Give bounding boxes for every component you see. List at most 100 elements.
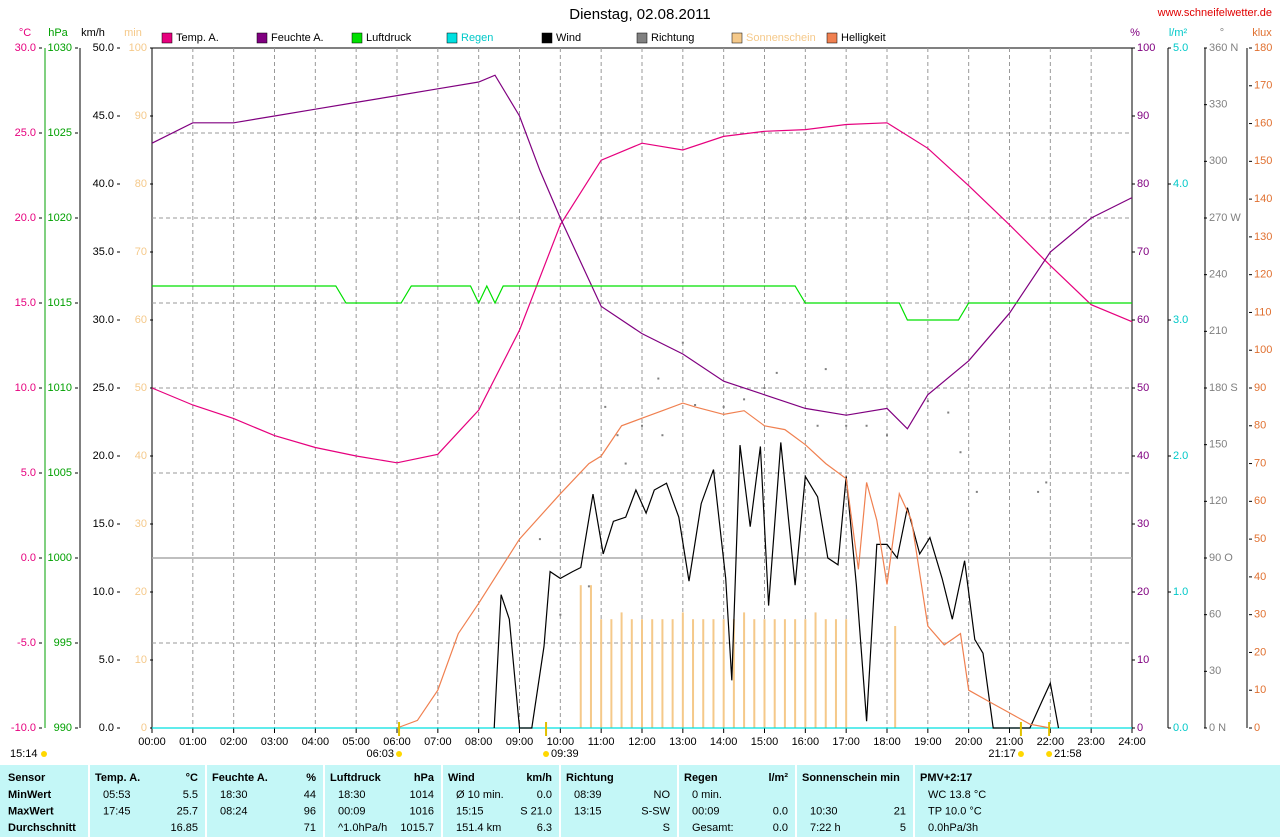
table-cell: 00:09: [692, 805, 720, 817]
table-cell: 18:30: [338, 789, 366, 801]
axis-title: l/m²: [1169, 27, 1188, 39]
table-cell: 5: [900, 822, 906, 834]
x-tick-label: 06:00: [383, 736, 411, 748]
y-tick-label: 60: [135, 314, 147, 326]
table-bg: [0, 765, 1280, 837]
table-cell: 21: [894, 805, 906, 817]
y-tick-label: 40: [135, 450, 147, 462]
legend-label: Regen: [461, 32, 493, 44]
sun-icon: [41, 751, 47, 757]
x-tick-label: 03:00: [261, 736, 289, 748]
table-cell: 13:15: [574, 805, 602, 817]
y-tick-label: 1020: [48, 212, 72, 224]
annotation: 09:39: [551, 748, 579, 760]
y-tick-label: 10: [1254, 684, 1266, 696]
y-tick-label: 45.0: [93, 110, 114, 122]
x-tick-label: 20:00: [955, 736, 983, 748]
y-tick-label: 60: [1137, 314, 1149, 326]
y-tick-label: 40: [1137, 450, 1149, 462]
table-cell: 0 min.: [692, 789, 722, 801]
y-tick-label: 25.0: [93, 382, 114, 394]
direction-dot: [681, 341, 684, 344]
table-header: Temp. A.: [95, 772, 140, 784]
table-cell: ^1.0hPa/h: [338, 822, 387, 834]
y-tick-label: 20: [1137, 586, 1149, 598]
y-tick-label: 80: [135, 178, 147, 190]
table-cell: 44: [304, 789, 316, 801]
table-cell: 10:30: [810, 805, 838, 817]
axis-title: min: [124, 27, 142, 39]
axis-title: hPa: [48, 27, 68, 39]
direction-dot: [616, 434, 619, 437]
direction-dot: [865, 424, 868, 427]
y-tick-label: 120: [1209, 495, 1227, 507]
series-line: [396, 402, 1051, 729]
y-tick-label: 60: [1209, 609, 1221, 621]
x-tick-label: 14:00: [710, 736, 738, 748]
axis-title: %: [1130, 27, 1140, 39]
y-tick-label: 90: [1254, 382, 1266, 394]
legend-label: Luftdruck: [366, 32, 412, 44]
x-tick-label: 21:00: [996, 736, 1024, 748]
x-tick-label: 00:00: [138, 736, 166, 748]
table-cell: 17:45: [103, 805, 131, 817]
table-cell: TP 10.0 °C: [928, 805, 982, 817]
sunshine-bar: [702, 619, 705, 728]
x-tick-label: 18:00: [873, 736, 901, 748]
sunshine-bar: [834, 619, 837, 728]
table-header: Richtung: [566, 772, 614, 784]
table-cell: S: [663, 822, 670, 834]
y-tick-label: 5.0: [99, 654, 114, 666]
direction-dot: [604, 405, 607, 408]
table-header: Regen: [684, 772, 718, 784]
y-tick-label: 210: [1209, 325, 1227, 337]
y-tick-label: 170: [1254, 80, 1272, 92]
direction-dot: [1037, 490, 1040, 493]
x-tick-label: 07:00: [424, 736, 452, 748]
y-tick-label: 140: [1254, 193, 1272, 205]
y-tick-label: 90 O: [1209, 552, 1233, 564]
y-tick-label: 0 N: [1209, 722, 1226, 734]
sunshine-bar: [743, 612, 746, 728]
x-tick-label: 11:00: [588, 736, 615, 748]
direction-dot: [559, 613, 562, 616]
y-tick-label: 50: [1254, 533, 1266, 545]
legend-label: Sonnenschein: [746, 32, 816, 44]
y-tick-label: 130: [1254, 231, 1272, 243]
y-tick-label: 300: [1209, 155, 1227, 167]
table-unit: hPa: [414, 772, 435, 784]
y-tick-label: 15.0: [93, 518, 114, 530]
direction-dot: [775, 371, 778, 374]
x-tick-label: 16:00: [792, 736, 820, 748]
table-cell: WC 13.8 °C: [928, 789, 986, 801]
table-cell: MinWert: [8, 789, 52, 801]
y-tick-label: 20: [1254, 646, 1266, 658]
chart-title: Dienstag, 02.08.2011: [569, 6, 711, 23]
legend-swatch: [351, 32, 363, 44]
table-header: Sensor: [8, 772, 46, 784]
y-tick-label: 40: [1254, 571, 1266, 583]
table-header: PMV+2:17: [920, 772, 972, 784]
y-tick-label: 20: [135, 586, 147, 598]
x-tick-label: 15:00: [751, 736, 779, 748]
table-cell: 15:15: [456, 805, 484, 817]
x-tick-label: 08:00: [465, 736, 493, 748]
x-tick-label: 05:00: [342, 736, 370, 748]
x-tick-label: 12:00: [628, 736, 656, 748]
sunshine-bar: [894, 626, 897, 728]
y-tick-label: 70: [1254, 457, 1266, 469]
table-header: Sonnenschein min: [802, 772, 900, 784]
y-tick-label: 150: [1209, 439, 1227, 451]
source: www.schneifelwetter.de: [1157, 7, 1272, 19]
y-tick-label: 150: [1254, 155, 1272, 167]
direction-dot: [694, 404, 697, 406]
y-tick-label: 1000: [48, 552, 72, 564]
x-tick-label: 24:00: [1118, 736, 1146, 748]
direction-dot: [1045, 481, 1048, 484]
direction-dot: [538, 538, 541, 541]
x-tick-label: 22:00: [1037, 736, 1065, 748]
y-tick-label: 90: [1137, 110, 1149, 122]
y-tick-label: 35.0: [93, 246, 114, 258]
table-cell: 0.0: [773, 822, 788, 834]
y-tick-label: 4.0: [1173, 178, 1188, 190]
